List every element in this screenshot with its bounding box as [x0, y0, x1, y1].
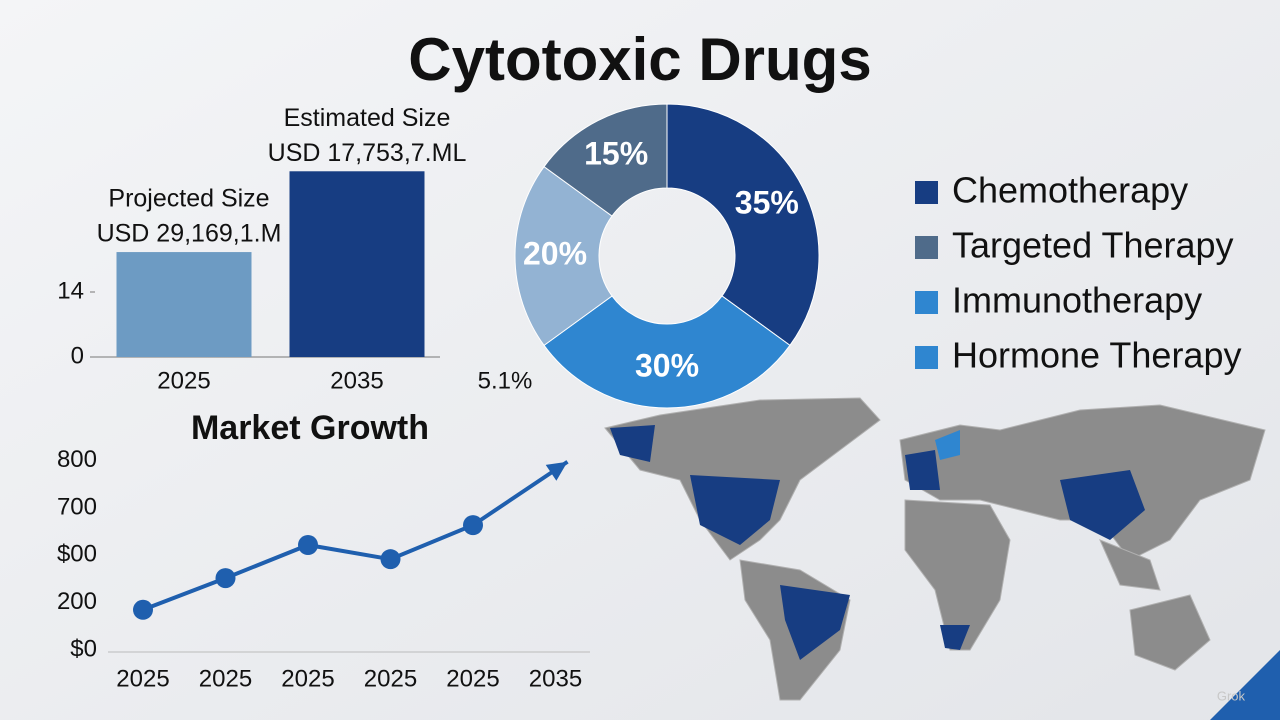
x-tick-label: 2025 [157, 367, 210, 394]
slice-label: 20% [523, 235, 587, 271]
legend-swatch [915, 236, 938, 259]
point [298, 534, 318, 555]
legend-label: Hormone Therapy [952, 335, 1241, 376]
x-tick-label: 2025 [364, 665, 417, 692]
x-tick-label: 2025 [116, 665, 169, 692]
africa [904, 499, 1011, 651]
bar-caption: Projected Size [108, 185, 269, 213]
y-tick-label: $00 [57, 541, 97, 568]
bar-caption: USD 29,169,1.M [97, 220, 282, 248]
point [215, 568, 236, 589]
pie-slice [543, 103, 668, 217]
pie-slice [666, 103, 820, 347]
watermark: Grok [1217, 688, 1246, 703]
y-tick-label: 0 [71, 342, 84, 369]
usa [690, 475, 780, 545]
y-tick-label: 200 [57, 588, 97, 615]
y-tick-label: $0 [70, 635, 97, 662]
x-tick-label: 2025 [446, 665, 499, 692]
arrow-head [545, 461, 568, 481]
y-tick-label: 700 [57, 493, 97, 520]
alaska [610, 425, 655, 462]
point [133, 599, 153, 620]
point [380, 549, 401, 570]
south-africa [940, 625, 970, 650]
slice-label: 35% [735, 185, 799, 221]
x-tick-label: 2035 [529, 665, 582, 692]
legend-swatch [915, 346, 938, 369]
slice-label: 15% [584, 136, 648, 172]
bar [289, 171, 425, 357]
point [463, 515, 483, 536]
legend-swatch [915, 181, 938, 204]
legend-label: Targeted Therapy [952, 225, 1234, 266]
x-tick-label: 2025 [281, 665, 334, 692]
australia [1129, 594, 1211, 671]
line [142, 460, 569, 612]
pie-slice [514, 165, 613, 347]
x-tick-label: 2035 [330, 367, 383, 394]
europe [905, 450, 940, 490]
y-tick-label: 800 [57, 446, 97, 473]
indonesia [1099, 539, 1161, 591]
legend-label: Immunotherapy [952, 280, 1202, 321]
brazil [780, 585, 850, 660]
map-highlights [610, 425, 1145, 660]
y-tick-label: 14 [57, 277, 84, 304]
line-title: Market Growth [191, 409, 429, 447]
bar [116, 252, 252, 357]
legend-swatch [915, 291, 938, 314]
scandinavia [935, 430, 960, 460]
bar-caption: Estimated Size [284, 104, 451, 132]
china [1060, 470, 1145, 540]
title: Cytotoxic Drugs [408, 26, 871, 93]
annotation: 5.1% [478, 367, 533, 394]
x-tick-label: 2025 [199, 665, 252, 692]
bar-caption: USD 17,753,7.ML [268, 139, 467, 167]
slice-label: 30% [635, 347, 699, 383]
corner-accent [1210, 650, 1280, 720]
pie-slice [543, 295, 791, 409]
legend-label: Chemotherapy [952, 170, 1188, 211]
